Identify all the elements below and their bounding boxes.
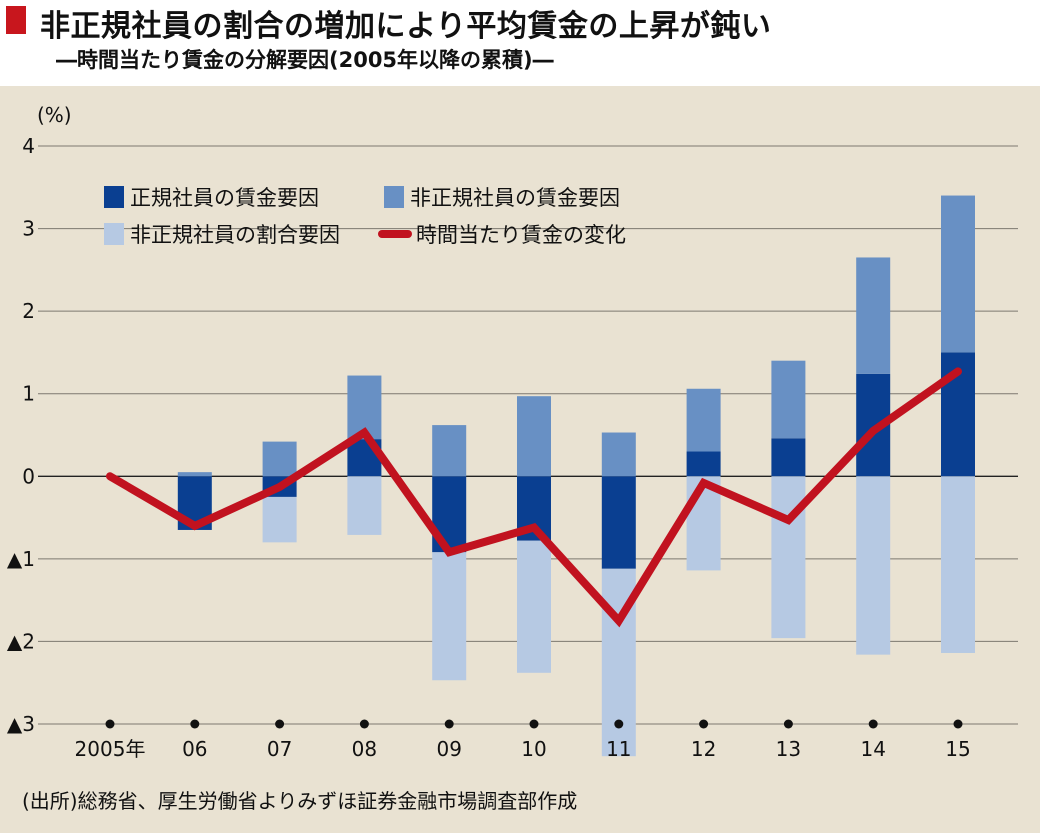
- y-tick-label: 3: [22, 217, 35, 241]
- x-axis-dot: [105, 719, 115, 729]
- bar-segment: [262, 496, 297, 543]
- x-tick-label: 08: [352, 737, 377, 761]
- x-tick-label: 15: [945, 737, 970, 761]
- x-axis-dot: [868, 719, 878, 729]
- y-tick-label: 2: [22, 299, 35, 323]
- legend-swatch: [384, 186, 404, 208]
- hourly-wage-line: [106, 367, 962, 628]
- x-tick-label: 2005年: [75, 737, 146, 761]
- x-tick-label: 11: [606, 737, 631, 761]
- y-tick-label: 1: [22, 382, 35, 406]
- bar-segment: [941, 476, 975, 653]
- chart-title: 非正規社員の割合の増加により平均賃金の上昇が鈍い: [40, 9, 772, 44]
- legend-label: 非正規社員の賃金要因: [410, 186, 620, 210]
- bar-segment: [771, 438, 806, 477]
- bar-segment: [771, 360, 806, 439]
- legend-label: 正規社員の賃金要因: [130, 186, 319, 210]
- chart-subtitle: ―時間当たり賃金の分解要因(2005年以降の累積)―: [56, 48, 554, 72]
- bar-segment: [601, 432, 636, 477]
- x-tick-label: 14: [860, 737, 885, 761]
- y-tick-label: ▲2: [7, 629, 35, 653]
- bar-segment: [771, 476, 806, 639]
- y-axis-label: (%): [37, 103, 72, 127]
- x-tick-label: 12: [691, 737, 716, 761]
- bar-segment: [517, 540, 551, 673]
- bar-segment: [686, 388, 721, 452]
- bar-segment: [601, 476, 636, 569]
- title-bar: 非正規社員の割合の増加により平均賃金の上昇が鈍い ―時間当たり賃金の分解要因(2…: [0, 0, 1040, 86]
- y-tick-label: ▲1: [7, 547, 35, 571]
- x-axis-dot: [444, 719, 454, 729]
- bar-segment: [856, 476, 891, 655]
- x-axis-dot: [529, 719, 539, 729]
- x-tick-label: 13: [776, 737, 801, 761]
- bar-segment: [432, 552, 467, 681]
- bar-segment: [262, 441, 297, 477]
- bar-segment: [177, 472, 212, 477]
- bar-segment: [856, 257, 891, 374]
- x-axis-dot: [190, 719, 200, 729]
- bar-segment: [686, 451, 721, 477]
- bar-segment: [347, 476, 382, 535]
- x-tick-label: 10: [521, 737, 546, 761]
- x-axis-dot: [614, 719, 624, 729]
- x-tick-label: 07: [267, 737, 292, 761]
- legend-label: 時間当たり賃金の変化: [416, 223, 626, 247]
- legend-label: 非正規社員の割合要因: [130, 223, 340, 247]
- y-tick-label: 0: [22, 464, 35, 488]
- x-axis-dot: [699, 719, 709, 729]
- x-axis-dot: [359, 719, 369, 729]
- y-tick-label: 4: [22, 134, 35, 158]
- title-marker: [6, 6, 26, 34]
- line-series: [106, 367, 962, 628]
- bar-segment: [941, 195, 975, 353]
- x-axis-dot: [275, 719, 285, 729]
- bars: [177, 195, 975, 757]
- y-tick-label: ▲3: [7, 712, 35, 736]
- bar-segment: [432, 425, 467, 477]
- x-axis-dot: [783, 719, 793, 729]
- x-axis-dot: [953, 719, 963, 729]
- x-tick-label: 09: [436, 737, 461, 761]
- bar-segment: [517, 396, 551, 477]
- legend-swatch: [104, 223, 124, 245]
- legend-swatch: [104, 186, 124, 208]
- x-tick-label: 06: [182, 737, 207, 761]
- source-note: (出所)総務省、厚生労働省よりみずほ証券金融市場調査部作成: [22, 789, 578, 813]
